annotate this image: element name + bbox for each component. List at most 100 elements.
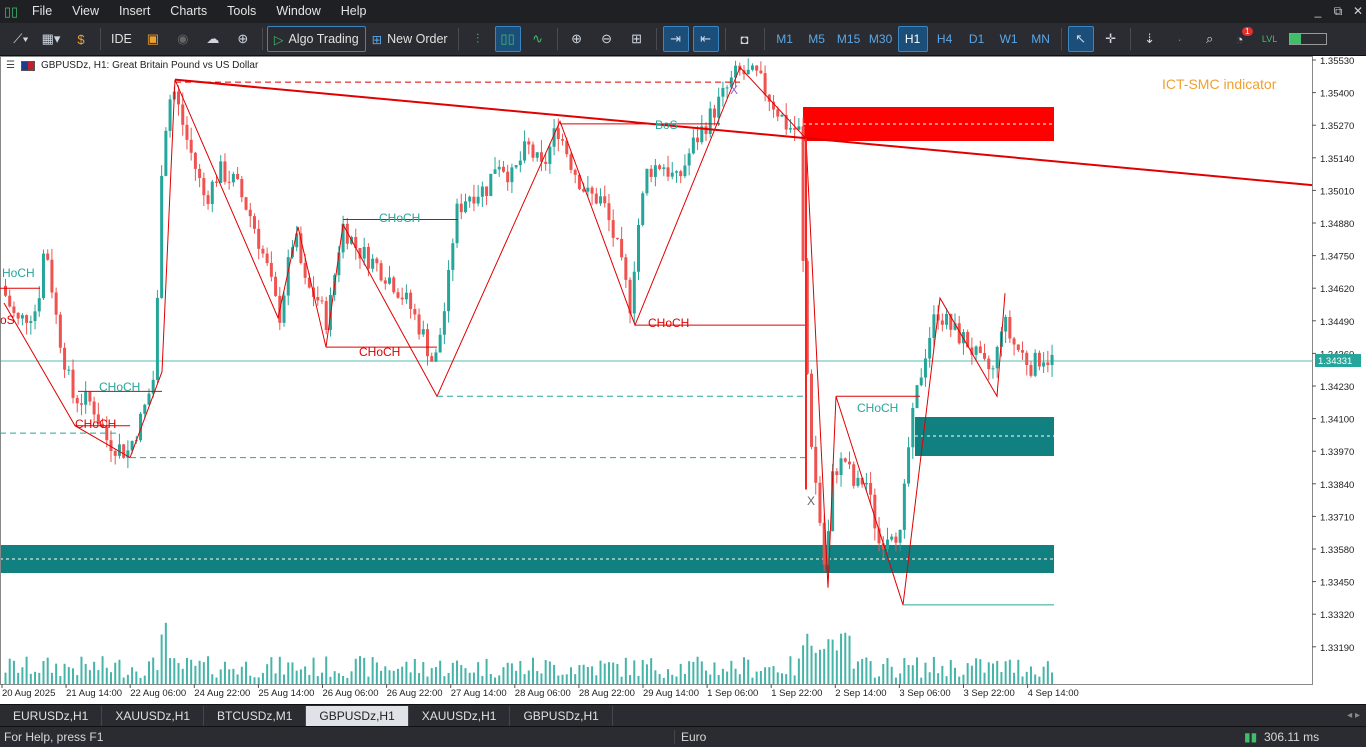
volume-bar <box>937 673 940 684</box>
zoom-out-icon[interactable]: ⊖ <box>601 31 613 46</box>
menu-window[interactable]: Window <box>276 4 321 18</box>
tab-scroll-arrows[interactable]: ◂ ▸ <box>1347 710 1360 721</box>
volume-bar <box>810 645 813 684</box>
chart-tab[interactable]: EURUSDz,H1 <box>0 705 103 726</box>
terminal-icon[interactable]: ▯▯ <box>3 3 19 19</box>
menu-insert[interactable]: Insert <box>119 4 151 18</box>
volume-bar <box>346 677 349 684</box>
chart-tab[interactable]: GBPUSDz,H1 <box>510 705 613 726</box>
volume-bar <box>147 661 150 684</box>
chart-shift-icon[interactable]: ⇤ <box>692 26 719 52</box>
menu-view[interactable]: View <box>72 4 100 18</box>
grid-icon[interactable]: ⊞ <box>631 31 643 46</box>
chart-tab[interactable]: GBPUSDz,H1 <box>306 705 409 726</box>
chart-tab[interactable]: XAUUSDz,H1 <box>409 705 511 726</box>
volume-bar <box>726 671 729 684</box>
cursor-icon[interactable]: ↖ <box>1067 26 1094 52</box>
bag-icon[interactable]: ▣ <box>146 31 159 46</box>
volume-bar <box>557 675 560 684</box>
volume-bar <box>114 662 117 684</box>
volume-bar <box>932 656 935 684</box>
candle-body <box>379 263 383 281</box>
candle-body <box>383 280 387 284</box>
timeframe-w1[interactable]: W1 <box>999 32 1018 46</box>
search-icon[interactable]: ⌕ <box>1205 31 1214 46</box>
candle-body <box>269 263 273 277</box>
volume-bar <box>840 633 843 684</box>
candle-body <box>873 494 877 529</box>
volume-bar <box>418 673 421 684</box>
menu-file[interactable]: File <box>32 4 53 18</box>
candle-body <box>539 152 543 162</box>
candle-body <box>923 358 927 378</box>
volume-bar <box>274 673 277 684</box>
candle-body <box>12 306 16 313</box>
candle-body <box>527 141 531 145</box>
volume-bar <box>337 673 340 684</box>
timeframe-m1[interactable]: M1 <box>776 32 793 46</box>
timeframe-m5[interactable]: M5 <box>808 32 825 46</box>
volume-bar <box>498 675 501 684</box>
menu-help[interactable]: Help <box>340 4 367 18</box>
templates-icon[interactable]: ▦▾ <box>41 31 61 46</box>
notifications-icon[interactable]: ◔ 1 <box>1227 26 1253 52</box>
screenshot-icon[interactable]: ◘ <box>740 31 749 47</box>
market-icon[interactable]: $ <box>77 31 85 47</box>
restore-icon[interactable]: ⧉ <box>1333 4 1343 18</box>
chart-menu-icon[interactable]: ☰ <box>6 60 15 71</box>
zoom-in-icon[interactable]: ⊕ <box>571 31 583 46</box>
algo-trading-button[interactable]: ▷ Algo Trading <box>266 26 366 52</box>
candle-body <box>210 181 214 204</box>
ide-label: IDE <box>111 32 132 46</box>
signal-icon[interactable]: ◉ <box>177 31 189 46</box>
candle-body <box>818 482 822 523</box>
structure-label: oS <box>0 313 15 327</box>
vps-icon[interactable]: ⊕ <box>237 31 249 46</box>
volume-bar <box>232 668 235 684</box>
timeframe-mn[interactable]: MN <box>1031 32 1050 46</box>
volume-bar <box>759 671 762 684</box>
structure-label: X <box>807 494 815 508</box>
timeframe-h1[interactable]: H1 <box>897 26 928 52</box>
chart-area[interactable]: HoCH oS CHoCH CHoCH CHoCH CHoCH BoS CHoCH CHoCH X… <box>0 56 1366 704</box>
account-level-icon[interactable]: LVL <box>1261 34 1278 44</box>
autoscroll-icon[interactable]: ⇥ <box>662 26 689 52</box>
candle-body <box>1037 352 1041 367</box>
candle-body <box>92 401 96 415</box>
timeframe-m30[interactable]: M30 <box>868 32 893 46</box>
candle-body <box>75 397 79 404</box>
profile-name[interactable]: Euro <box>674 730 1244 744</box>
close-icon[interactable]: ✕ <box>1352 4 1364 18</box>
bar-chart-icon[interactable]: ⫶ <box>475 31 480 46</box>
crosshair-icon[interactable]: ✛ <box>1105 31 1117 46</box>
minimize-icon[interactable]: _ <box>1314 4 1322 18</box>
new-order-button[interactable]: ⊞ New Order <box>366 26 454 52</box>
timeframe-d1[interactable]: D1 <box>968 32 985 46</box>
candle-body <box>839 458 843 476</box>
volume-bar <box>299 669 302 684</box>
status-bar: For Help, press F1 Euro ▮▮ 306.11 ms <box>0 726 1366 747</box>
ide-button[interactable]: IDE <box>105 26 138 52</box>
line-chart-icon[interactable]: ∿ <box>532 31 544 46</box>
candle-body <box>206 195 210 204</box>
cloud-icon[interactable]: ☁ <box>206 31 220 46</box>
volume-bar <box>650 658 653 684</box>
more-icon[interactable]: · <box>1177 31 1182 47</box>
volume-bar <box>958 676 961 684</box>
vertical-line-icon[interactable]: ⇣ <box>1144 31 1156 46</box>
volume-bar <box>903 658 906 684</box>
menu-charts[interactable]: Charts <box>170 4 208 18</box>
candle-body <box>611 220 615 238</box>
chart-type-icon[interactable]: ⟋▾ <box>13 31 29 46</box>
timeframe-m15[interactable]: M15 <box>836 32 861 46</box>
volume-bar <box>477 662 480 684</box>
timeframe-h4[interactable]: H4 <box>936 32 953 46</box>
candle-body <box>822 522 826 565</box>
candle-body <box>362 246 366 259</box>
menu-tools[interactable]: Tools <box>227 4 257 18</box>
chart-tab[interactable]: BTCUSDz,M1 <box>204 705 307 726</box>
volume-bar <box>401 666 404 684</box>
price-chart[interactable]: HoCH oS CHoCH CHoCH CHoCH CHoCH BoS CHoCH CHoCH X… <box>0 56 1366 704</box>
chart-tab[interactable]: XAUUSDz,H1 <box>102 705 205 726</box>
candlestick-icon[interactable]: ▯▯ <box>494 26 521 52</box>
